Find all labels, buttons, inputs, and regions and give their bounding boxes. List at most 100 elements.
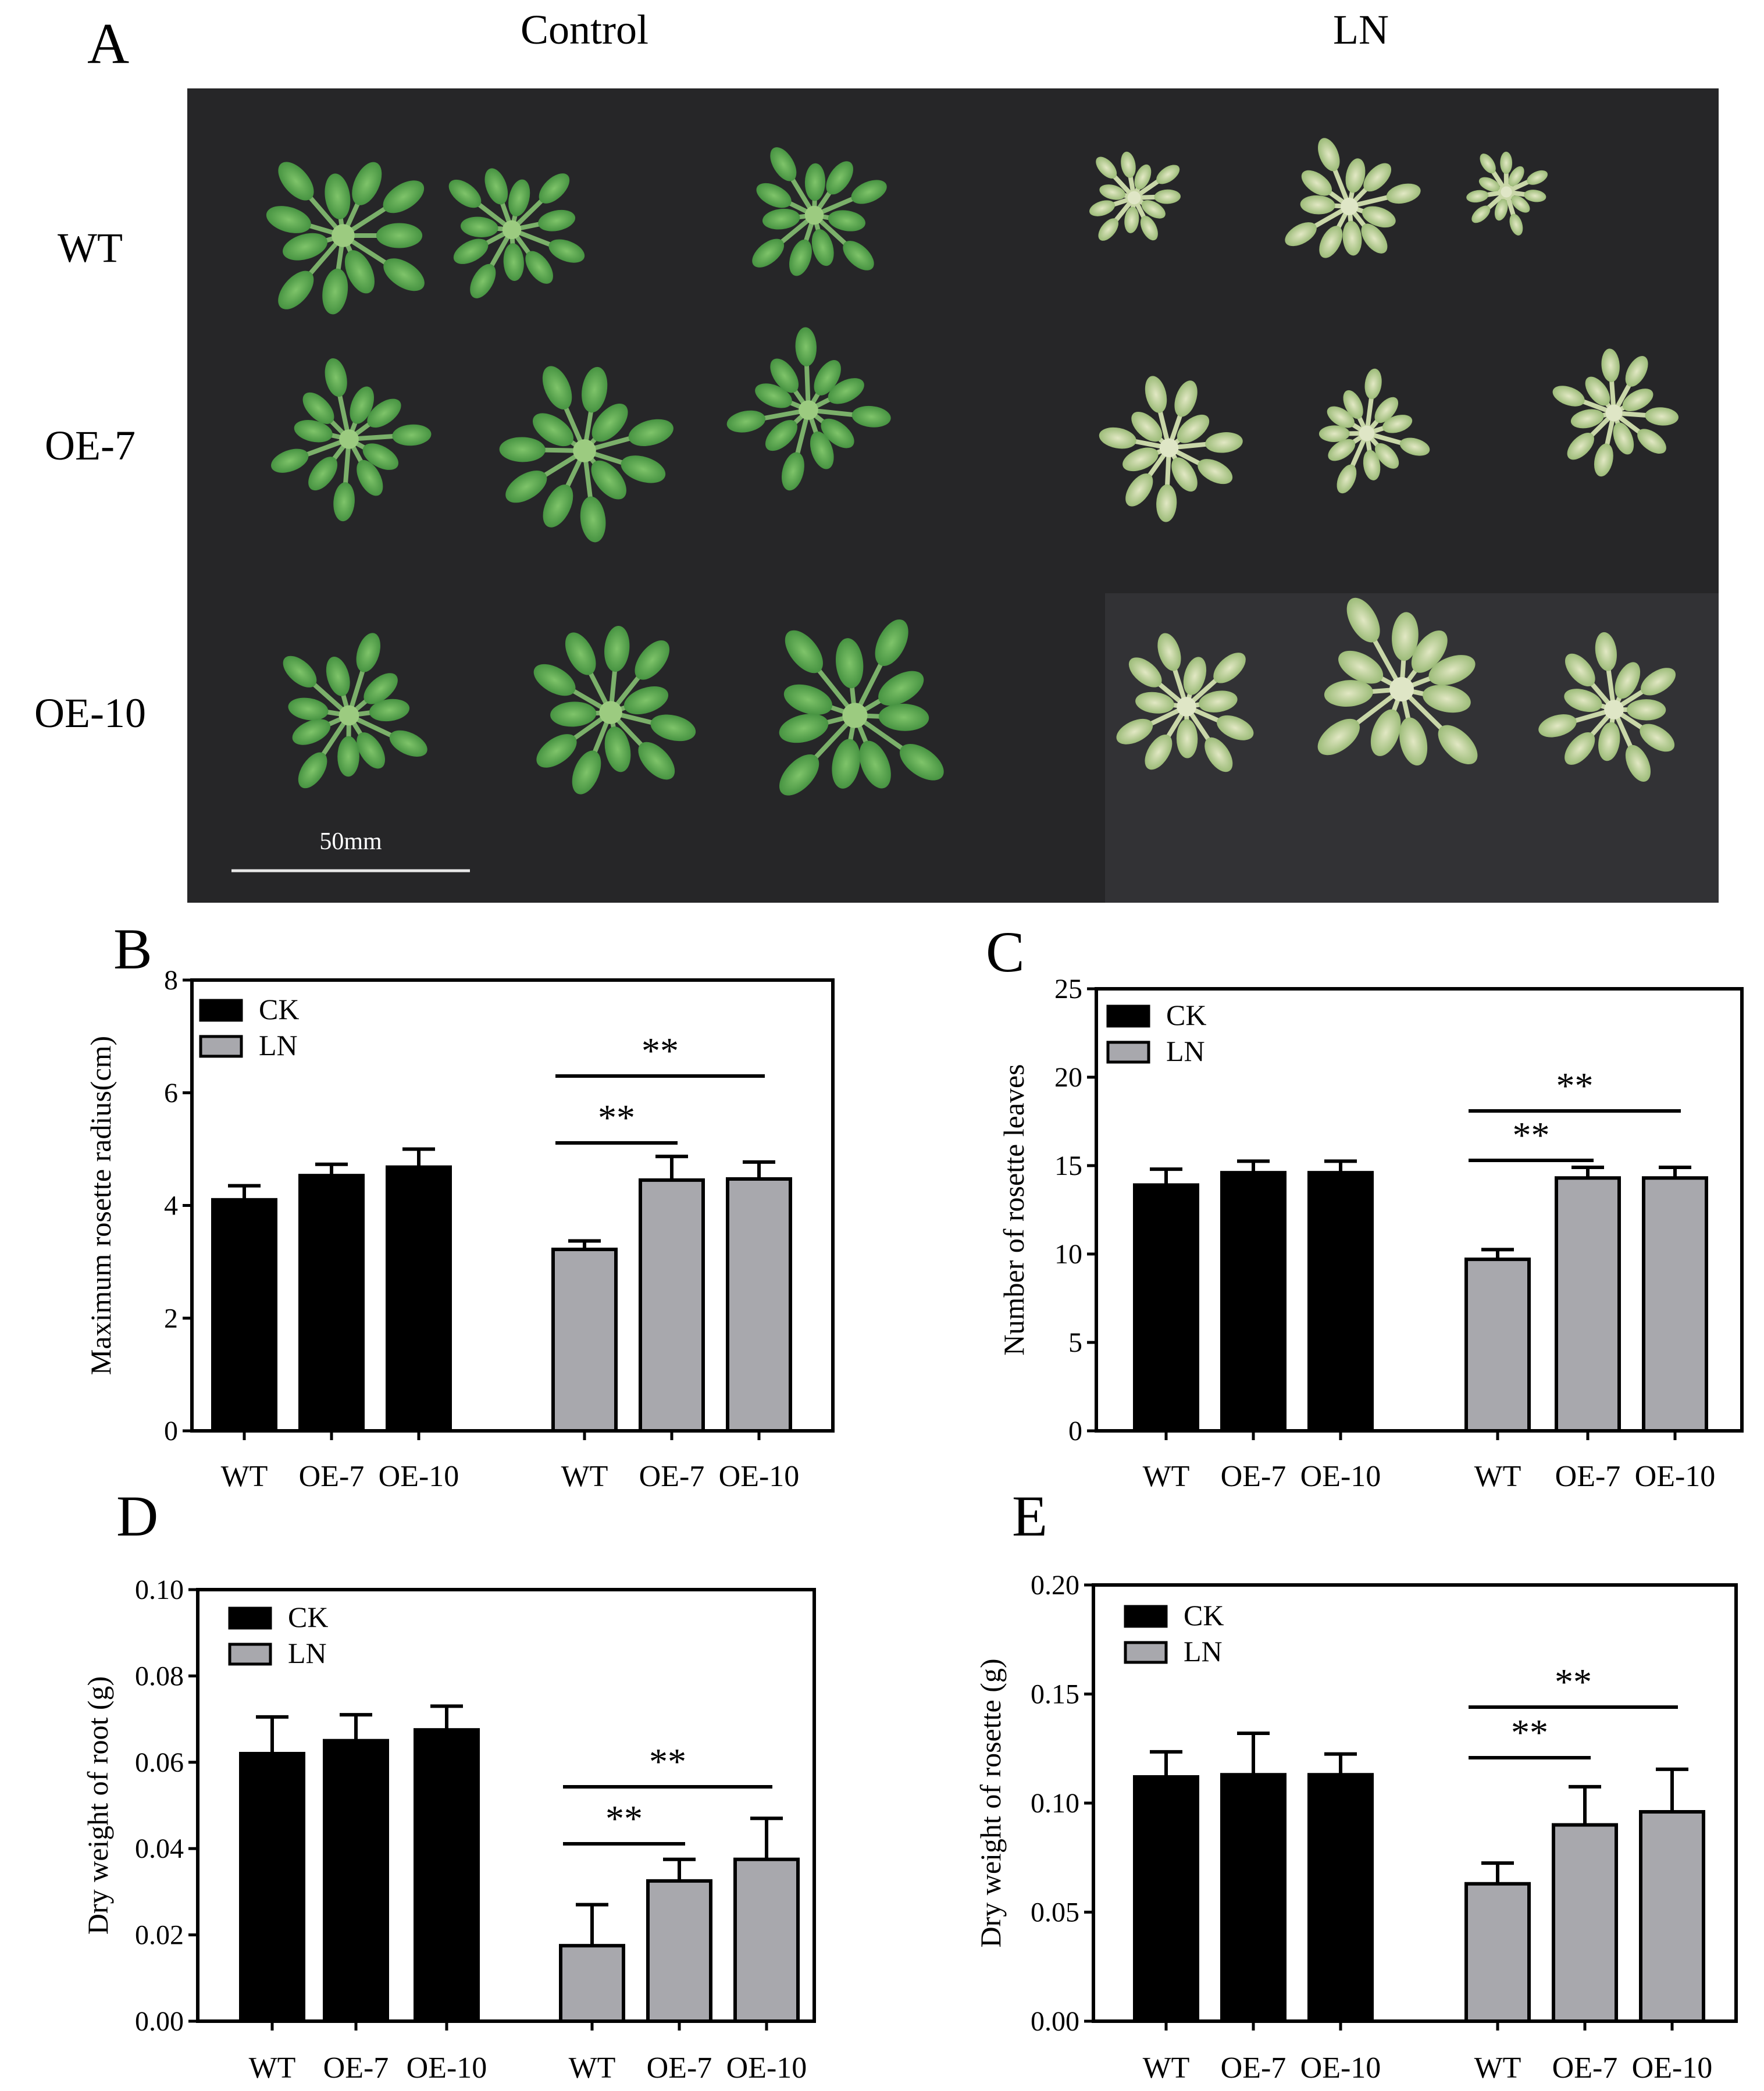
plant-rosette <box>1466 151 1548 236</box>
plant-rosette <box>1116 633 1254 772</box>
bar-ln-wt <box>1464 1258 1531 1433</box>
x-category-label: WT <box>1474 2051 1521 2085</box>
y-tick-label: 20 <box>1054 1062 1082 1093</box>
y-tick-label: 8 <box>164 965 178 996</box>
x-category-label: OE-10 <box>1635 1460 1716 1493</box>
x-category-label: WT <box>561 1460 608 1493</box>
row-label-oe7: OE-7 <box>45 422 136 469</box>
plot-frame <box>1095 987 1744 1433</box>
bar-ln-oe-10 <box>1642 1176 1708 1433</box>
y-tick-label: 0.04 <box>135 1833 184 1864</box>
y-tick-label: 0.20 <box>1031 1570 1079 1601</box>
bar-ck-oe-10 <box>1307 1171 1374 1433</box>
significance-label: ** <box>1511 1712 1548 1753</box>
x-category-label: OE-10 <box>1300 1460 1381 1493</box>
y-tick-label: 5 <box>1068 1327 1082 1358</box>
plant-rosette <box>533 626 696 795</box>
bar-ck-oe-7 <box>323 1739 389 2023</box>
plant-rosette <box>779 619 944 796</box>
x-category-label: WT <box>1143 1460 1190 1493</box>
chart-panels: B 0 2 4 6 8 Maximum rosette radius(cm) WT OE-7 OE… <box>81 917 1744 2085</box>
y-tick-label: 25 <box>1054 974 1082 1004</box>
column-label-ln: LN <box>1333 6 1389 53</box>
legend-swatch-ln <box>1124 1641 1168 1664</box>
x-category-label: OE-7 <box>647 2051 712 2085</box>
y-axis-title: Dry weight of root (g) <box>81 1676 114 1935</box>
panel-letter: D <box>116 1484 158 1548</box>
y-tick-label: 0 <box>1068 1416 1082 1447</box>
legend-label-ck: CK <box>1184 1599 1224 1632</box>
bar-ck-wt <box>211 1198 277 1433</box>
legend-swatch-ln <box>228 1643 272 1666</box>
plant-rosette <box>726 327 891 491</box>
x-category-label: WT <box>249 2051 296 2085</box>
plant-rosette <box>448 168 585 298</box>
plant-rosette <box>1538 632 1676 782</box>
y-tick-label: 6 <box>164 1078 178 1109</box>
significance-label: ** <box>1513 1114 1550 1156</box>
chart-panel-c: C 0 5 10 15 20 25 Number of rosette leaves WT OE-… <box>986 920 1744 1493</box>
x-category-label: OE-10 <box>726 2051 807 2085</box>
bar-ln-oe-10 <box>1639 1810 1705 2023</box>
x-category-label: OE-10 <box>1632 2051 1713 2085</box>
x-category-label: WT <box>221 1460 268 1493</box>
plant-rosette <box>752 147 887 276</box>
bar-ln-oe-7 <box>646 1879 712 2024</box>
y-tick-label: 0.10 <box>135 1575 184 1605</box>
x-category-label: OE-10 <box>379 1460 459 1493</box>
y-tick-label: 0.05 <box>1031 1897 1079 1928</box>
plant-rosette <box>1318 368 1430 494</box>
plant-rosette <box>283 633 427 789</box>
significance-label: ** <box>598 1097 635 1138</box>
legend-swatch-ck <box>1106 1004 1150 1028</box>
y-axis-title: Number of rosette leaves <box>997 1064 1030 1355</box>
y-axis-title: Maximum rosette radius(cm) <box>84 1036 117 1375</box>
legend-label-ln: LN <box>259 1029 298 1061</box>
x-category-label: WT <box>1143 2051 1190 2085</box>
legend-swatch-ck <box>228 1606 272 1630</box>
bar-ck-wt <box>1133 1775 1199 2023</box>
plant-rosette <box>266 162 425 315</box>
row-label-oe10: OE-10 <box>34 690 146 736</box>
x-category-label: WT <box>1474 1460 1521 1493</box>
legend-label-ck: CK <box>259 993 299 1025</box>
bar-ck-oe-10 <box>1307 1773 1374 2023</box>
y-tick-label: 0.08 <box>135 1661 184 1691</box>
panel-a: A Control LN WT OE-7 OE-10 50mm <box>34 6 1719 903</box>
chart-panel-d: D 0.00 0.02 0.04 0.06 0.08 0.10 Dry weight of r… <box>81 1484 816 2085</box>
bar-ln-oe-7 <box>639 1178 705 1433</box>
x-category-label: OE-7 <box>1221 2051 1287 2085</box>
x-category-label: OE-10 <box>719 1460 800 1493</box>
x-category-label: OE-7 <box>323 2051 389 2085</box>
bar-ck-oe-10 <box>386 1165 452 1433</box>
significance-label: ** <box>1555 1661 1592 1702</box>
panel-a-letter: A <box>87 11 129 76</box>
y-tick-label: 0.02 <box>135 1920 184 1951</box>
bar-ln-oe-7 <box>1555 1176 1621 1433</box>
panel-letter: C <box>986 920 1025 984</box>
bar-ck-wt <box>1133 1183 1199 1433</box>
legend-label-ln: LN <box>1184 1635 1223 1668</box>
legend-label-ck: CK <box>1166 999 1206 1031</box>
bar-ck-oe-10 <box>414 1728 480 2023</box>
y-tick-label: 0.00 <box>1031 2006 1079 2037</box>
plant-rosette <box>271 358 432 522</box>
bar-ln-wt <box>551 1248 618 1433</box>
plant-rosette <box>1317 597 1478 766</box>
legend-swatch-ck <box>199 999 243 1022</box>
bar-ck-wt <box>239 1751 305 2023</box>
bar-ln-oe-10 <box>733 1857 800 2023</box>
legend-swatch-ck <box>1124 1605 1168 1628</box>
x-category-label: OE-10 <box>1300 2051 1381 2085</box>
plant-rosette <box>499 366 673 543</box>
legend-label-ck: CK <box>288 1601 328 1633</box>
x-category-label: OE-7 <box>1555 1460 1621 1493</box>
significance-label: ** <box>642 1030 679 1071</box>
significance-label: ** <box>605 1798 643 1839</box>
y-tick-label: 15 <box>1054 1150 1082 1181</box>
row-label-wt: WT <box>58 225 123 271</box>
legend-label-ln: LN <box>288 1637 327 1669</box>
plant-rosette <box>1552 348 1679 477</box>
bar-ln-wt <box>1464 1882 1531 2023</box>
